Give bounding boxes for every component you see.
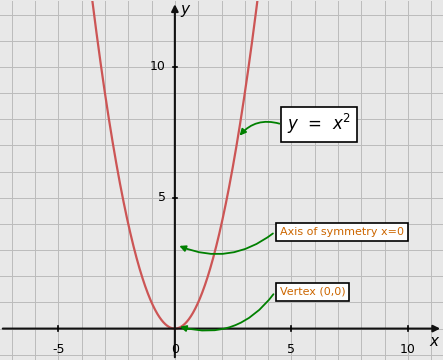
- Text: Axis of symmetry x=0: Axis of symmetry x=0: [280, 227, 404, 237]
- Text: 5: 5: [158, 191, 166, 204]
- Text: y: y: [181, 2, 190, 17]
- Text: x: x: [429, 334, 438, 349]
- Text: 10: 10: [150, 60, 166, 73]
- Text: 5: 5: [288, 343, 295, 356]
- Text: -5: -5: [52, 343, 65, 356]
- Text: Vertex (0,0): Vertex (0,0): [280, 287, 346, 297]
- Text: 0: 0: [171, 343, 179, 356]
- Text: $\mathit{y}$  =  $\mathit{x}^{2}$: $\mathit{y}$ = $\mathit{x}^{2}$: [287, 112, 351, 136]
- Text: 10: 10: [400, 343, 416, 356]
